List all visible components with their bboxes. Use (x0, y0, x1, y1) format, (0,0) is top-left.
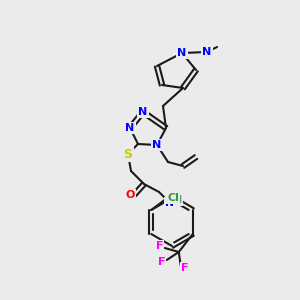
Text: N: N (202, 47, 211, 57)
Text: N: N (165, 198, 175, 208)
Text: O: O (125, 190, 135, 200)
Text: N: N (177, 48, 187, 58)
Text: N: N (152, 140, 162, 150)
Text: F: F (156, 241, 164, 251)
Text: N: N (165, 198, 175, 208)
Text: H: H (173, 195, 183, 205)
Text: Cl: Cl (167, 193, 179, 203)
Text: S: S (124, 148, 133, 160)
Text: N: N (138, 107, 148, 117)
Text: F: F (181, 263, 188, 273)
Text: N: N (138, 107, 148, 117)
Text: N: N (177, 48, 187, 58)
Text: H: H (173, 195, 183, 205)
Text: F: F (158, 257, 166, 267)
Text: N: N (152, 140, 162, 150)
Text: O: O (125, 190, 135, 200)
Text: N: N (125, 123, 135, 133)
Text: S: S (124, 148, 133, 160)
Text: N: N (125, 123, 135, 133)
Text: Cl: Cl (167, 193, 179, 203)
